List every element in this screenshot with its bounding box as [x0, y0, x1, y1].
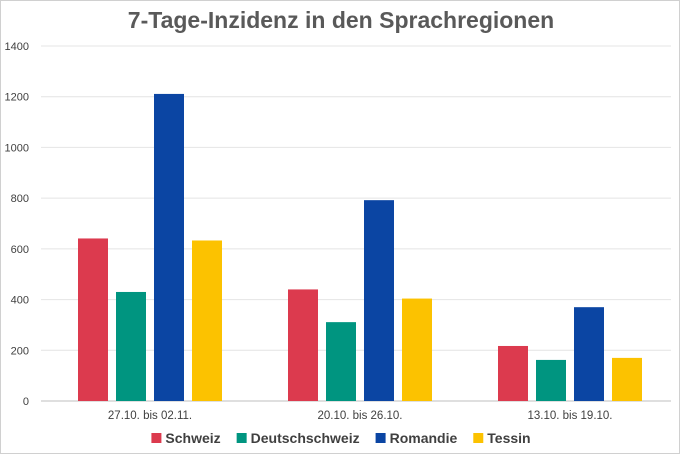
y-tick-label: 1200 — [5, 92, 29, 104]
bar-tessin-1 — [402, 298, 432, 401]
legend-item-deutschschweiz: Deutschschweiz — [236, 430, 360, 446]
legend-item-romandie: Romandie — [375, 430, 458, 446]
bar-deutschschweiz-0 — [116, 291, 146, 401]
bar-deutschschweiz-2 — [536, 359, 566, 401]
x-tick-label: 13.10. bis 19.10. — [527, 410, 612, 422]
bars — [78, 93, 642, 402]
y-tick-label: 400 — [11, 295, 29, 307]
bar-tessin-2 — [612, 357, 642, 401]
legend-label: Romandie — [390, 430, 458, 446]
chart-title: 7-Tage-Inzidenz in den Sprachregionen — [128, 7, 554, 33]
legend-item-tessin: Tessin — [473, 430, 531, 446]
bar-romandie-1 — [364, 200, 394, 401]
bar-schweiz-0 — [78, 238, 108, 401]
y-tick-label: 1400 — [5, 41, 29, 53]
y-tick-label: 200 — [11, 345, 29, 357]
legend-item-schweiz: Schweiz — [151, 430, 221, 446]
x-tick-label: 27.10. bis 02.11. — [108, 410, 192, 422]
bar-schweiz-1 — [288, 289, 318, 401]
x-tick-label: 20.10. bis 26.10. — [317, 410, 402, 422]
legend: Schweiz Deutschschweiz Romandie Tessin — [151, 430, 531, 446]
legend-swatch — [473, 433, 484, 443]
legend-swatch — [236, 433, 247, 443]
bar-deutschschweiz-1 — [326, 322, 356, 401]
y-tick-label: 1000 — [5, 142, 29, 154]
bar-romandie-0 — [154, 93, 184, 402]
y-tick-label: 0 — [23, 396, 29, 408]
legend-label: Deutschschweiz — [251, 430, 360, 446]
legend-label: Schweiz — [165, 430, 220, 446]
legend-label: Tessin — [487, 430, 530, 446]
y-tick-label: 800 — [11, 193, 29, 205]
y-axis: 0 200 400 600 800 1000 1200 1400 — [5, 41, 29, 408]
x-axis: 27.10. bis 02.11. 20.10. bis 26.10. 13.10.… — [108, 410, 613, 422]
legend-swatch — [151, 433, 162, 443]
bar-romandie-2 — [574, 307, 604, 401]
bar-tessin-0 — [192, 240, 222, 401]
legend-swatch — [375, 433, 386, 443]
bar-schweiz-2 — [498, 345, 528, 401]
y-tick-label: 600 — [11, 244, 29, 256]
